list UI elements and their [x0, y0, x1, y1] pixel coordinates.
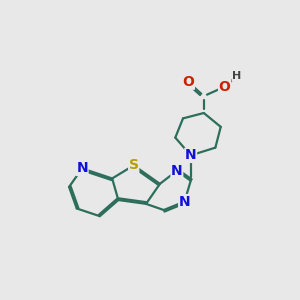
Text: H: H [232, 71, 242, 81]
Text: N: N [171, 164, 183, 178]
Text: S: S [129, 158, 139, 172]
Text: N: N [76, 161, 88, 176]
Text: N: N [179, 195, 190, 208]
Text: N: N [185, 148, 197, 162]
Text: O: O [219, 80, 230, 94]
Text: O: O [182, 75, 194, 89]
